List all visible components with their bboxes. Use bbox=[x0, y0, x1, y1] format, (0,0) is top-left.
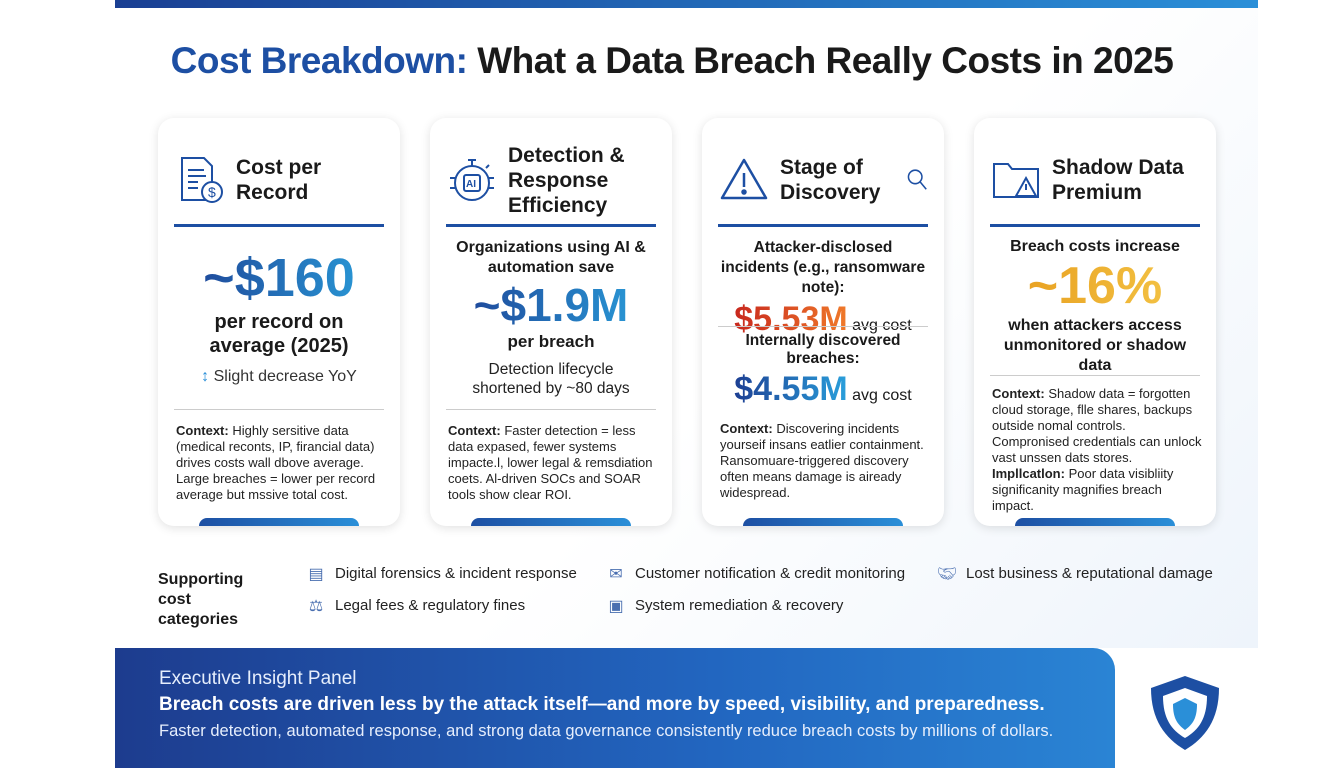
shield-logo-icon bbox=[1151, 676, 1219, 750]
supporting-item: ▤ Digital forensics & incident response bbox=[305, 564, 577, 584]
implication-body: Poor data visibliity significanity magni… bbox=[992, 466, 1174, 513]
context-label: Context: bbox=[176, 423, 229, 438]
trend-text: Slight decrease YoY bbox=[213, 368, 357, 385]
intro-text: Attacker-disclosed incidents (e.g., rans… bbox=[720, 239, 926, 296]
item-label: Customer notification & credit monitorin… bbox=[635, 564, 906, 582]
warning-icon bbox=[720, 158, 768, 200]
panel-detail: Faster detection, automated response, an… bbox=[159, 722, 1054, 740]
card-title: Shadow Data Premium bbox=[1052, 156, 1184, 204]
panel-headline: Breach costs are driven less by the atta… bbox=[159, 694, 1045, 715]
card-cost-per-record: $ Cost per Record ~$160 per record on av… bbox=[158, 118, 400, 526]
intro-text: Organizations using AI & automation save bbox=[456, 239, 646, 276]
up-down-arrow-icon: ↕ bbox=[201, 368, 214, 385]
panel-heading: Executive Insight Panel bbox=[159, 668, 357, 689]
card-detection-response: AI Detection & Response Efficiency Organ… bbox=[430, 118, 672, 526]
context-label: Context: bbox=[448, 423, 501, 438]
card-stage-of-discovery: Stage of Discovery Attacker-disclosed in… bbox=[702, 118, 944, 526]
title-accent: Cost Breakdown: bbox=[170, 40, 468, 81]
supporting-item: ⚖ Legal fees & regulatory fines bbox=[305, 596, 526, 616]
handshake-icon: 🤝︎ bbox=[936, 566, 958, 583]
stat-subtext: when attackers access unmonitored or sha… bbox=[1003, 317, 1187, 374]
stat-value-attacker: $5.53M bbox=[734, 300, 848, 338]
page-title: Cost Breakdown: What a Data Breach Reall… bbox=[0, 40, 1344, 82]
unit: avg cost bbox=[852, 387, 912, 404]
item-label: Lost business & reputational damage bbox=[966, 564, 1213, 582]
intro-text: Internally discovered breaches: bbox=[745, 332, 901, 367]
ai-stopwatch-icon: AI bbox=[450, 159, 494, 201]
card-tab bbox=[199, 518, 359, 526]
divider bbox=[718, 326, 928, 327]
context-label: Context: bbox=[992, 386, 1045, 401]
context-text: Context: Discovering incidents yourseif … bbox=[720, 421, 932, 501]
implication-text: Impllcatlon: Poor data visibliity signif… bbox=[992, 466, 1204, 514]
forensics-icon: ▤ bbox=[308, 566, 324, 583]
card-title: Cost per Record bbox=[236, 156, 322, 204]
divider bbox=[446, 409, 656, 410]
system-icon: ▣ bbox=[608, 598, 624, 615]
svg-text:$: $ bbox=[208, 184, 216, 200]
magnifier-icon bbox=[907, 169, 927, 190]
title-rest: What a Data Breach Really Costs in 2025 bbox=[467, 40, 1174, 81]
context-body: Discovering incidents yourseif insans ea… bbox=[720, 421, 924, 500]
executive-insight-panel: Executive Insight Panel Breach costs are… bbox=[115, 648, 1115, 768]
card-title: Detection & Response Efficiency bbox=[508, 143, 625, 217]
stat-value-internal: $4.55M bbox=[734, 370, 848, 408]
notification-icon: ✉ bbox=[609, 566, 623, 583]
card-tab bbox=[471, 518, 631, 526]
intro-text: Breach costs increase bbox=[1010, 238, 1180, 255]
divider bbox=[990, 224, 1200, 227]
context-text: Context: Shadow data = forgotten cloud s… bbox=[992, 386, 1204, 466]
context-body: Shadow data = forgotten cloud storage, f… bbox=[992, 386, 1202, 465]
supporting-item: 🤝︎ Lost business & reputational damage bbox=[936, 564, 1213, 584]
note-text: Detection lifecycle shortened by ~80 day… bbox=[472, 361, 630, 397]
supporting-label: Supporting cost categories bbox=[158, 571, 244, 628]
stat-subtext: per breach bbox=[507, 332, 595, 351]
divider bbox=[990, 375, 1200, 376]
context-body: Highly sersitive data (medical reconts, … bbox=[176, 423, 376, 502]
unit: avg cost bbox=[852, 317, 912, 334]
card-tab bbox=[743, 518, 903, 526]
card-tab bbox=[1015, 518, 1175, 526]
stat-value: ~16% bbox=[990, 256, 1200, 316]
card-title: Stage of Discovery bbox=[780, 156, 881, 204]
context-label: Context: bbox=[720, 421, 773, 436]
context-body: Faster detection = less data expased, fe… bbox=[448, 423, 653, 502]
card-shadow-data: Shadow Data Premium Breach costs increas… bbox=[974, 118, 1216, 526]
divider bbox=[446, 224, 656, 227]
implication-label: Impllcatlon: bbox=[992, 466, 1065, 481]
divider bbox=[718, 224, 928, 227]
item-label: System remediation & recovery bbox=[635, 596, 844, 614]
invoice-dollar-icon: $ bbox=[181, 157, 223, 203]
divider bbox=[174, 224, 384, 227]
folder-warning-icon bbox=[993, 163, 1039, 198]
item-label: Legal fees & regulatory fines bbox=[335, 596, 526, 614]
gavel-icon: ⚖ bbox=[308, 598, 324, 615]
context-text: Context: Faster detection = less data ex… bbox=[448, 423, 660, 503]
stat-value: ~$160 bbox=[174, 246, 384, 310]
divider bbox=[174, 409, 384, 410]
supporting-item: ▣ System remediation & recovery bbox=[605, 596, 844, 616]
context-text: Context: Highly sersitive data (medical … bbox=[176, 423, 388, 503]
svg-text:AI: AI bbox=[466, 179, 476, 190]
supporting-item: ✉ Customer notification & credit monitori… bbox=[605, 564, 906, 584]
stat-subtext: per record on average (2025) bbox=[209, 311, 349, 357]
stat-value: ~$1.9M bbox=[446, 278, 656, 332]
item-label: Digital forensics & incident response bbox=[335, 564, 577, 582]
top-accent-bar bbox=[115, 0, 1258, 8]
